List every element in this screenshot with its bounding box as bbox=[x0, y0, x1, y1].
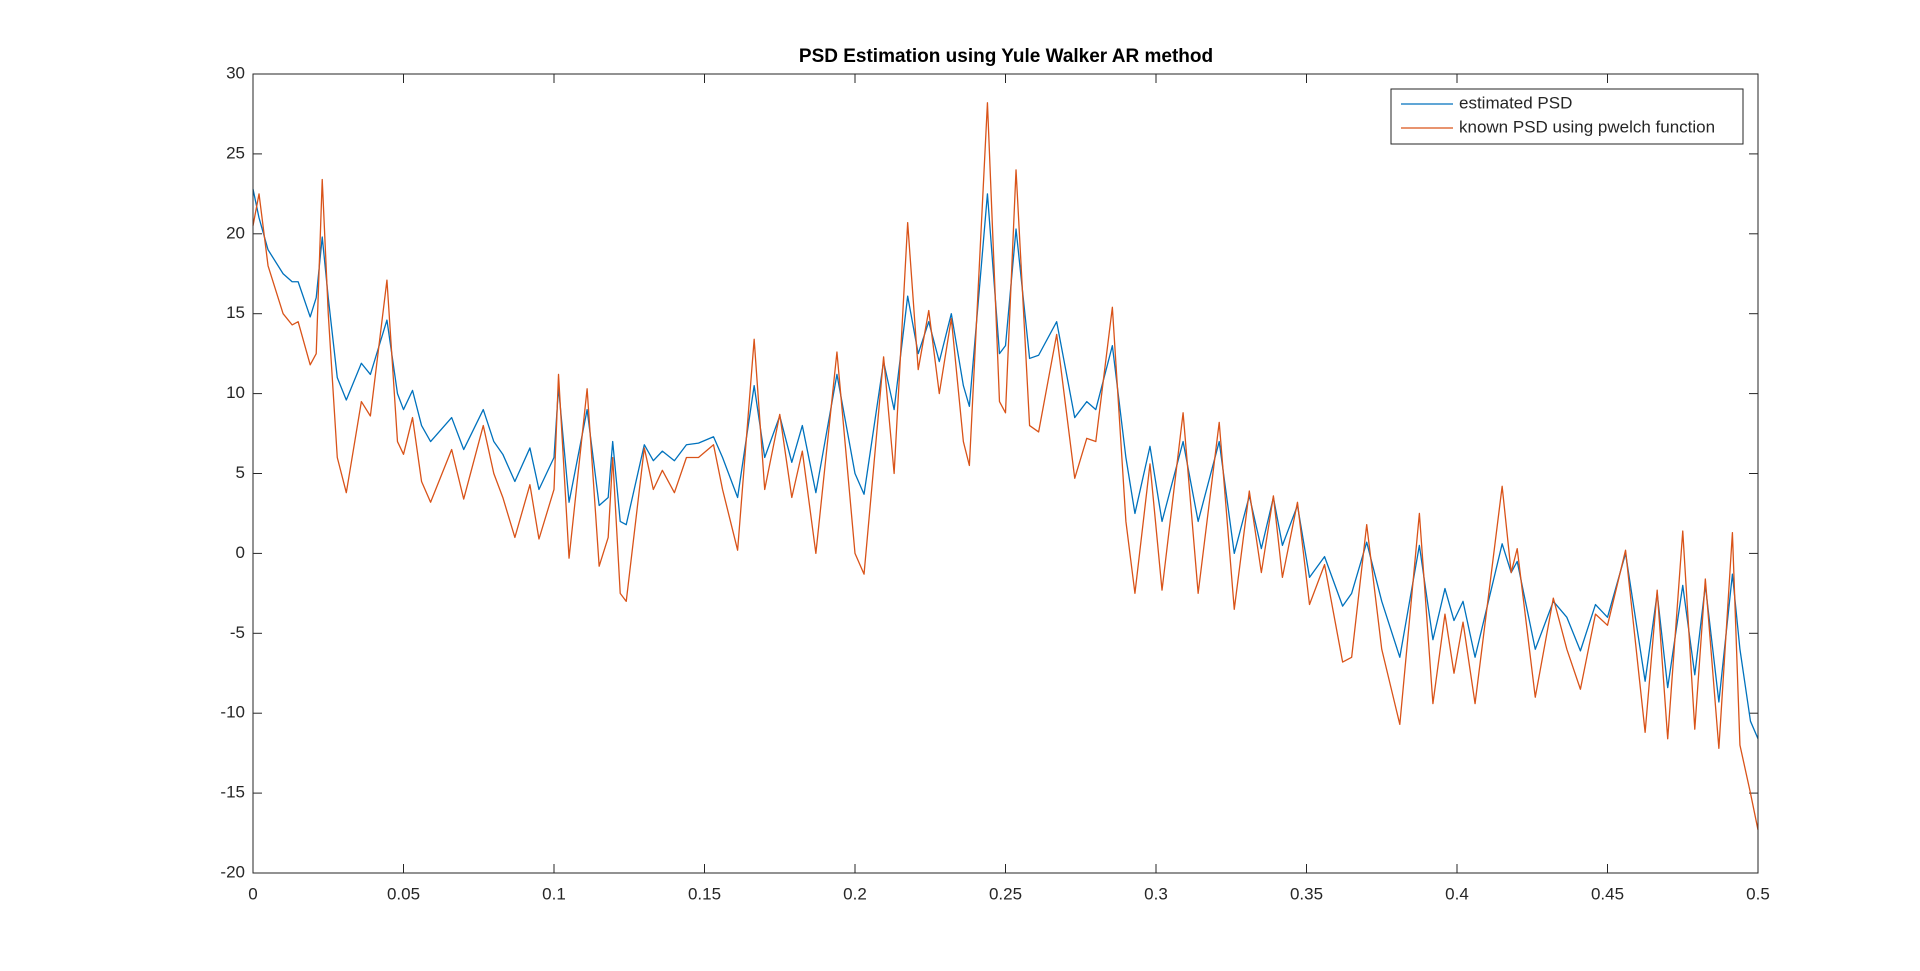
x-tick-label: 0 bbox=[248, 884, 257, 903]
y-tick-label: 15 bbox=[226, 303, 245, 322]
y-tick-label: -5 bbox=[230, 623, 245, 642]
axes-box bbox=[252, 73, 1759, 874]
y-tick-label: 10 bbox=[226, 383, 245, 402]
y-tick-label: 5 bbox=[236, 463, 245, 482]
y-tick-label: 30 bbox=[226, 63, 245, 82]
y-tick-label: -10 bbox=[220, 703, 245, 722]
x-tick-label: 0.2 bbox=[843, 884, 867, 903]
x-tick-label: 0.15 bbox=[688, 884, 721, 903]
x-tick-label: 0.35 bbox=[1290, 884, 1323, 903]
data-line bbox=[252, 102, 1759, 830]
plot-area bbox=[253, 74, 1758, 873]
data-line bbox=[252, 188, 1759, 740]
x-tick-label: 0.3 bbox=[1144, 884, 1168, 903]
y-tick-label: 0 bbox=[236, 543, 245, 562]
x-tick-label: 0.25 bbox=[989, 884, 1022, 903]
x-tick-label: 0.45 bbox=[1591, 884, 1624, 903]
y-tick-label: 20 bbox=[226, 223, 245, 242]
x-tick-label: 0.05 bbox=[387, 884, 420, 903]
x-tick-label: 0.1 bbox=[542, 884, 566, 903]
x-tick-label: 0.4 bbox=[1445, 884, 1469, 903]
legend: estimated PSD known PSD using pwelch func… bbox=[1390, 88, 1744, 145]
y-tick-label: -15 bbox=[220, 783, 245, 802]
legend-label: known PSD using pwelch function bbox=[1459, 117, 1715, 136]
y-tick-label: -20 bbox=[220, 862, 245, 881]
legend-label: estimated PSD bbox=[1459, 93, 1572, 112]
legend-box bbox=[1390, 88, 1744, 145]
y-tick-label: 25 bbox=[226, 143, 245, 162]
chart-title: PSD Estimation using Yule Walker AR meth… bbox=[799, 46, 1213, 67]
x-tick-label: 0.5 bbox=[1746, 884, 1770, 903]
